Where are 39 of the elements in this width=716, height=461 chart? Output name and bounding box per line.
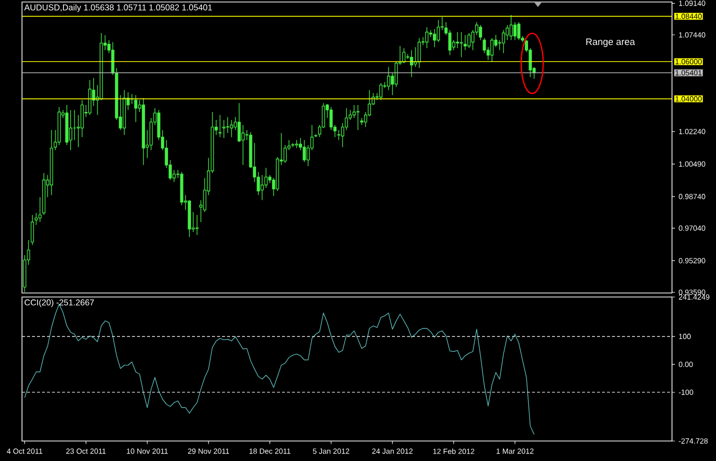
candlestick	[330, 106, 333, 130]
candlestick	[241, 124, 245, 166]
candlestick	[386, 66, 390, 90]
candlestick	[467, 32, 471, 48]
chart-title: AUDUSD,Daily 1.05638 1.05711 1.05082 1.05401	[24, 4, 212, 12]
candlestick	[490, 38, 494, 62]
candlestick	[134, 94, 138, 122]
candlestick	[464, 34, 467, 50]
candlestick	[513, 22, 517, 40]
candlestick	[352, 104, 356, 118]
candlestick	[260, 174, 264, 200]
candlestick	[38, 196, 42, 222]
candlestick	[230, 120, 234, 138]
candlestick	[69, 110, 72, 150]
candlestick	[502, 30, 506, 54]
candlestick	[517, 22, 520, 40]
candlestick	[432, 28, 436, 48]
candlestick	[379, 82, 382, 100]
candlestick	[284, 144, 287, 164]
candlestick	[456, 32, 460, 48]
annotation: Range area	[586, 38, 635, 47]
candlestick	[510, 14, 513, 40]
candlestick	[264, 168, 268, 188]
candlestick	[34, 212, 38, 226]
candlestick	[88, 80, 92, 116]
candlestick	[460, 32, 463, 58]
candlestick	[425, 26, 428, 48]
candlestick	[418, 38, 421, 68]
chart-title: CCI(20) -251.2667	[24, 299, 94, 308]
candlestick	[436, 20, 440, 42]
candlestick	[218, 114, 222, 138]
candlestick	[226, 116, 230, 134]
candlestick	[356, 104, 360, 130]
candlestick	[448, 30, 452, 56]
candlestick	[195, 214, 199, 236]
candlestick	[30, 214, 34, 246]
candlestick	[302, 140, 306, 162]
candlestick	[80, 100, 84, 138]
candlestick	[222, 120, 226, 138]
